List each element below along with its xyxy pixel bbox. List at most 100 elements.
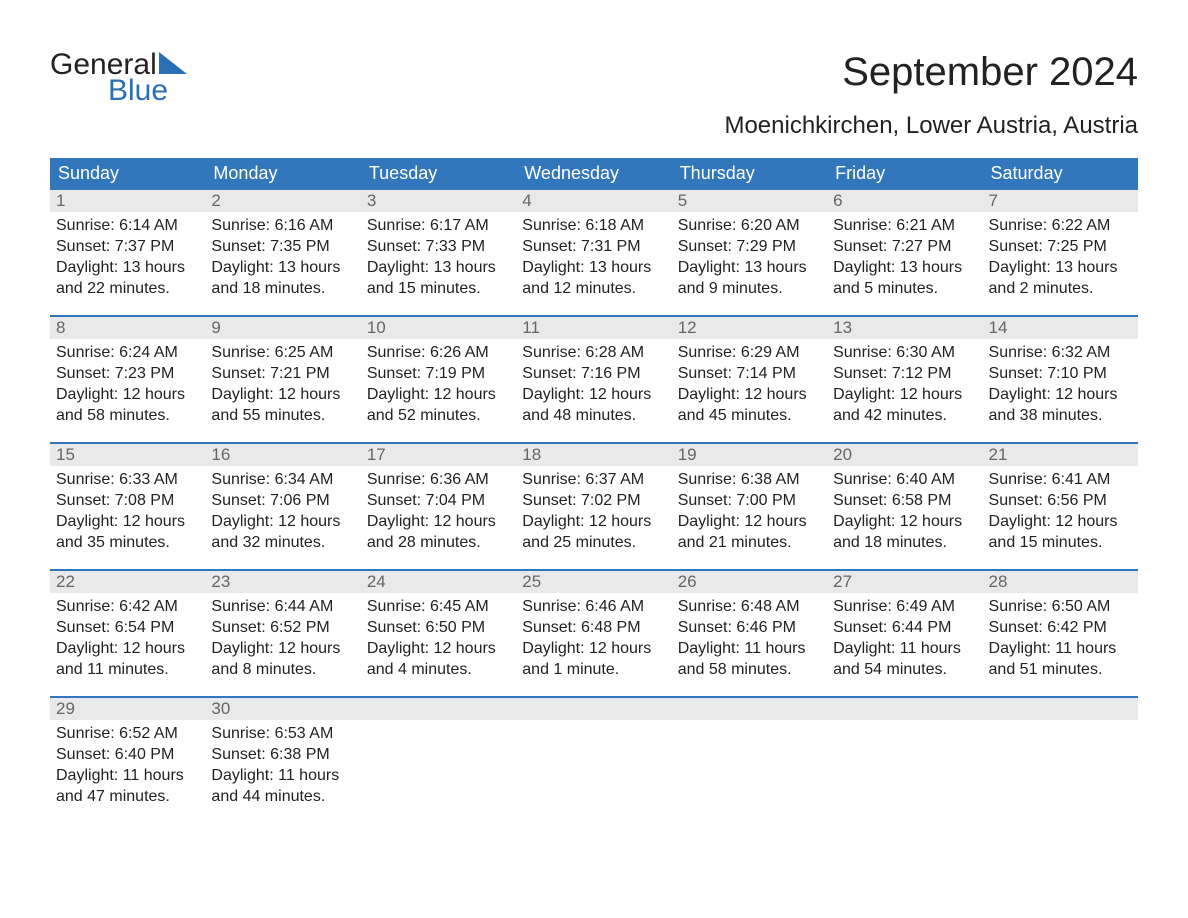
day-number: 7 <box>983 188 1138 212</box>
day-body: Sunrise: 6:36 AMSunset: 7:04 PMDaylight:… <box>361 466 516 557</box>
day-number: 15 <box>50 442 205 466</box>
sunrise-line: Sunrise: 6:21 AM <box>833 215 976 236</box>
daylight-line: Daylight: 11 hours and 51 minutes. <box>989 638 1132 680</box>
day-number: 24 <box>361 569 516 593</box>
calendar-cell: 29Sunrise: 6:52 AMSunset: 6:40 PMDayligh… <box>50 696 205 823</box>
empty-day-header <box>983 696 1138 720</box>
daylight-line: Daylight: 12 hours and 25 minutes. <box>522 511 665 553</box>
sunset-line: Sunset: 6:52 PM <box>211 617 354 638</box>
page-subtitle: Moenichkirchen, Lower Austria, Austria <box>50 112 1138 140</box>
calendar-cell <box>516 696 671 823</box>
sunset-line: Sunset: 7:14 PM <box>678 363 821 384</box>
weekday-header: Monday <box>205 158 360 188</box>
daylight-line: Daylight: 12 hours and 1 minute. <box>522 638 665 680</box>
sunset-line: Sunset: 7:37 PM <box>56 236 199 257</box>
calendar-cell: 1Sunrise: 6:14 AMSunset: 7:37 PMDaylight… <box>50 188 205 315</box>
calendar-cell: 15Sunrise: 6:33 AMSunset: 7:08 PMDayligh… <box>50 442 205 569</box>
calendar-cell: 25Sunrise: 6:46 AMSunset: 6:48 PMDayligh… <box>516 569 671 696</box>
sunset-line: Sunset: 6:56 PM <box>989 490 1132 511</box>
weekday-header: Thursday <box>672 158 827 188</box>
sunrise-line: Sunrise: 6:53 AM <box>211 723 354 744</box>
day-number: 4 <box>516 188 671 212</box>
day-body: Sunrise: 6:25 AMSunset: 7:21 PMDaylight:… <box>205 339 360 430</box>
calendar-cell: 12Sunrise: 6:29 AMSunset: 7:14 PMDayligh… <box>672 315 827 442</box>
day-number: 5 <box>672 188 827 212</box>
calendar-cell: 5Sunrise: 6:20 AMSunset: 7:29 PMDaylight… <box>672 188 827 315</box>
sunset-line: Sunset: 7:08 PM <box>56 490 199 511</box>
weekday-header: Tuesday <box>361 158 516 188</box>
sunrise-line: Sunrise: 6:20 AM <box>678 215 821 236</box>
weekday-header: Saturday <box>983 158 1138 188</box>
day-number: 12 <box>672 315 827 339</box>
sunset-line: Sunset: 7:23 PM <box>56 363 199 384</box>
calendar-cell: 6Sunrise: 6:21 AMSunset: 7:27 PMDaylight… <box>827 188 982 315</box>
sunrise-line: Sunrise: 6:50 AM <box>989 596 1132 617</box>
daylight-line: Daylight: 13 hours and 22 minutes. <box>56 257 199 299</box>
calendar-cell: 24Sunrise: 6:45 AMSunset: 6:50 PMDayligh… <box>361 569 516 696</box>
day-body: Sunrise: 6:14 AMSunset: 7:37 PMDaylight:… <box>50 212 205 303</box>
sunset-line: Sunset: 6:38 PM <box>211 744 354 765</box>
day-body: Sunrise: 6:20 AMSunset: 7:29 PMDaylight:… <box>672 212 827 303</box>
day-number: 19 <box>672 442 827 466</box>
sunset-line: Sunset: 7:02 PM <box>522 490 665 511</box>
daylight-line: Daylight: 12 hours and 21 minutes. <box>678 511 821 553</box>
calendar-cell: 11Sunrise: 6:28 AMSunset: 7:16 PMDayligh… <box>516 315 671 442</box>
sunset-line: Sunset: 6:58 PM <box>833 490 976 511</box>
day-number: 18 <box>516 442 671 466</box>
sunset-line: Sunset: 7:16 PM <box>522 363 665 384</box>
day-number: 2 <box>205 188 360 212</box>
empty-day-header <box>672 696 827 720</box>
day-body: Sunrise: 6:44 AMSunset: 6:52 PMDaylight:… <box>205 593 360 684</box>
calendar-cell: 27Sunrise: 6:49 AMSunset: 6:44 PMDayligh… <box>827 569 982 696</box>
day-number: 22 <box>50 569 205 593</box>
sunrise-line: Sunrise: 6:44 AM <box>211 596 354 617</box>
sunrise-line: Sunrise: 6:25 AM <box>211 342 354 363</box>
day-body: Sunrise: 6:41 AMSunset: 6:56 PMDaylight:… <box>983 466 1138 557</box>
day-body: Sunrise: 6:29 AMSunset: 7:14 PMDaylight:… <box>672 339 827 430</box>
sunrise-line: Sunrise: 6:30 AM <box>833 342 976 363</box>
daylight-line: Daylight: 12 hours and 58 minutes. <box>56 384 199 426</box>
calendar-cell: 20Sunrise: 6:40 AMSunset: 6:58 PMDayligh… <box>827 442 982 569</box>
calendar-cell: 3Sunrise: 6:17 AMSunset: 7:33 PMDaylight… <box>361 188 516 315</box>
day-number: 28 <box>983 569 1138 593</box>
day-number: 13 <box>827 315 982 339</box>
day-body: Sunrise: 6:34 AMSunset: 7:06 PMDaylight:… <box>205 466 360 557</box>
daylight-line: Daylight: 13 hours and 15 minutes. <box>367 257 510 299</box>
calendar-cell <box>672 696 827 823</box>
sunrise-line: Sunrise: 6:40 AM <box>833 469 976 490</box>
day-number: 25 <box>516 569 671 593</box>
sunrise-line: Sunrise: 6:18 AM <box>522 215 665 236</box>
day-number: 27 <box>827 569 982 593</box>
sunrise-line: Sunrise: 6:29 AM <box>678 342 821 363</box>
calendar-cell: 10Sunrise: 6:26 AMSunset: 7:19 PMDayligh… <box>361 315 516 442</box>
daylight-line: Daylight: 12 hours and 11 minutes. <box>56 638 199 680</box>
daylight-line: Daylight: 12 hours and 52 minutes. <box>367 384 510 426</box>
sunrise-line: Sunrise: 6:28 AM <box>522 342 665 363</box>
day-body: Sunrise: 6:16 AMSunset: 7:35 PMDaylight:… <box>205 212 360 303</box>
daylight-line: Daylight: 12 hours and 48 minutes. <box>522 384 665 426</box>
calendar-body: 1Sunrise: 6:14 AMSunset: 7:37 PMDaylight… <box>50 188 1138 823</box>
sunset-line: Sunset: 7:25 PM <box>989 236 1132 257</box>
day-body: Sunrise: 6:45 AMSunset: 6:50 PMDaylight:… <box>361 593 516 684</box>
calendar-cell: 30Sunrise: 6:53 AMSunset: 6:38 PMDayligh… <box>205 696 360 823</box>
daylight-line: Daylight: 12 hours and 38 minutes. <box>989 384 1132 426</box>
day-number: 23 <box>205 569 360 593</box>
logo-text-blue: Blue <box>50 76 187 106</box>
day-body: Sunrise: 6:50 AMSunset: 6:42 PMDaylight:… <box>983 593 1138 684</box>
calendar-cell: 21Sunrise: 6:41 AMSunset: 6:56 PMDayligh… <box>983 442 1138 569</box>
sunrise-line: Sunrise: 6:36 AM <box>367 469 510 490</box>
sunrise-line: Sunrise: 6:24 AM <box>56 342 199 363</box>
day-body: Sunrise: 6:21 AMSunset: 7:27 PMDaylight:… <box>827 212 982 303</box>
daylight-line: Daylight: 12 hours and 32 minutes. <box>211 511 354 553</box>
daylight-line: Daylight: 13 hours and 12 minutes. <box>522 257 665 299</box>
sunset-line: Sunset: 7:27 PM <box>833 236 976 257</box>
day-number: 8 <box>50 315 205 339</box>
header-row: General Blue September 2024 <box>50 50 1138 106</box>
calendar-cell <box>827 696 982 823</box>
daylight-line: Daylight: 13 hours and 18 minutes. <box>211 257 354 299</box>
calendar-cell: 4Sunrise: 6:18 AMSunset: 7:31 PMDaylight… <box>516 188 671 315</box>
day-number: 1 <box>50 188 205 212</box>
daylight-line: Daylight: 12 hours and 18 minutes. <box>833 511 976 553</box>
daylight-line: Daylight: 13 hours and 2 minutes. <box>989 257 1132 299</box>
weekday-header: Sunday <box>50 158 205 188</box>
